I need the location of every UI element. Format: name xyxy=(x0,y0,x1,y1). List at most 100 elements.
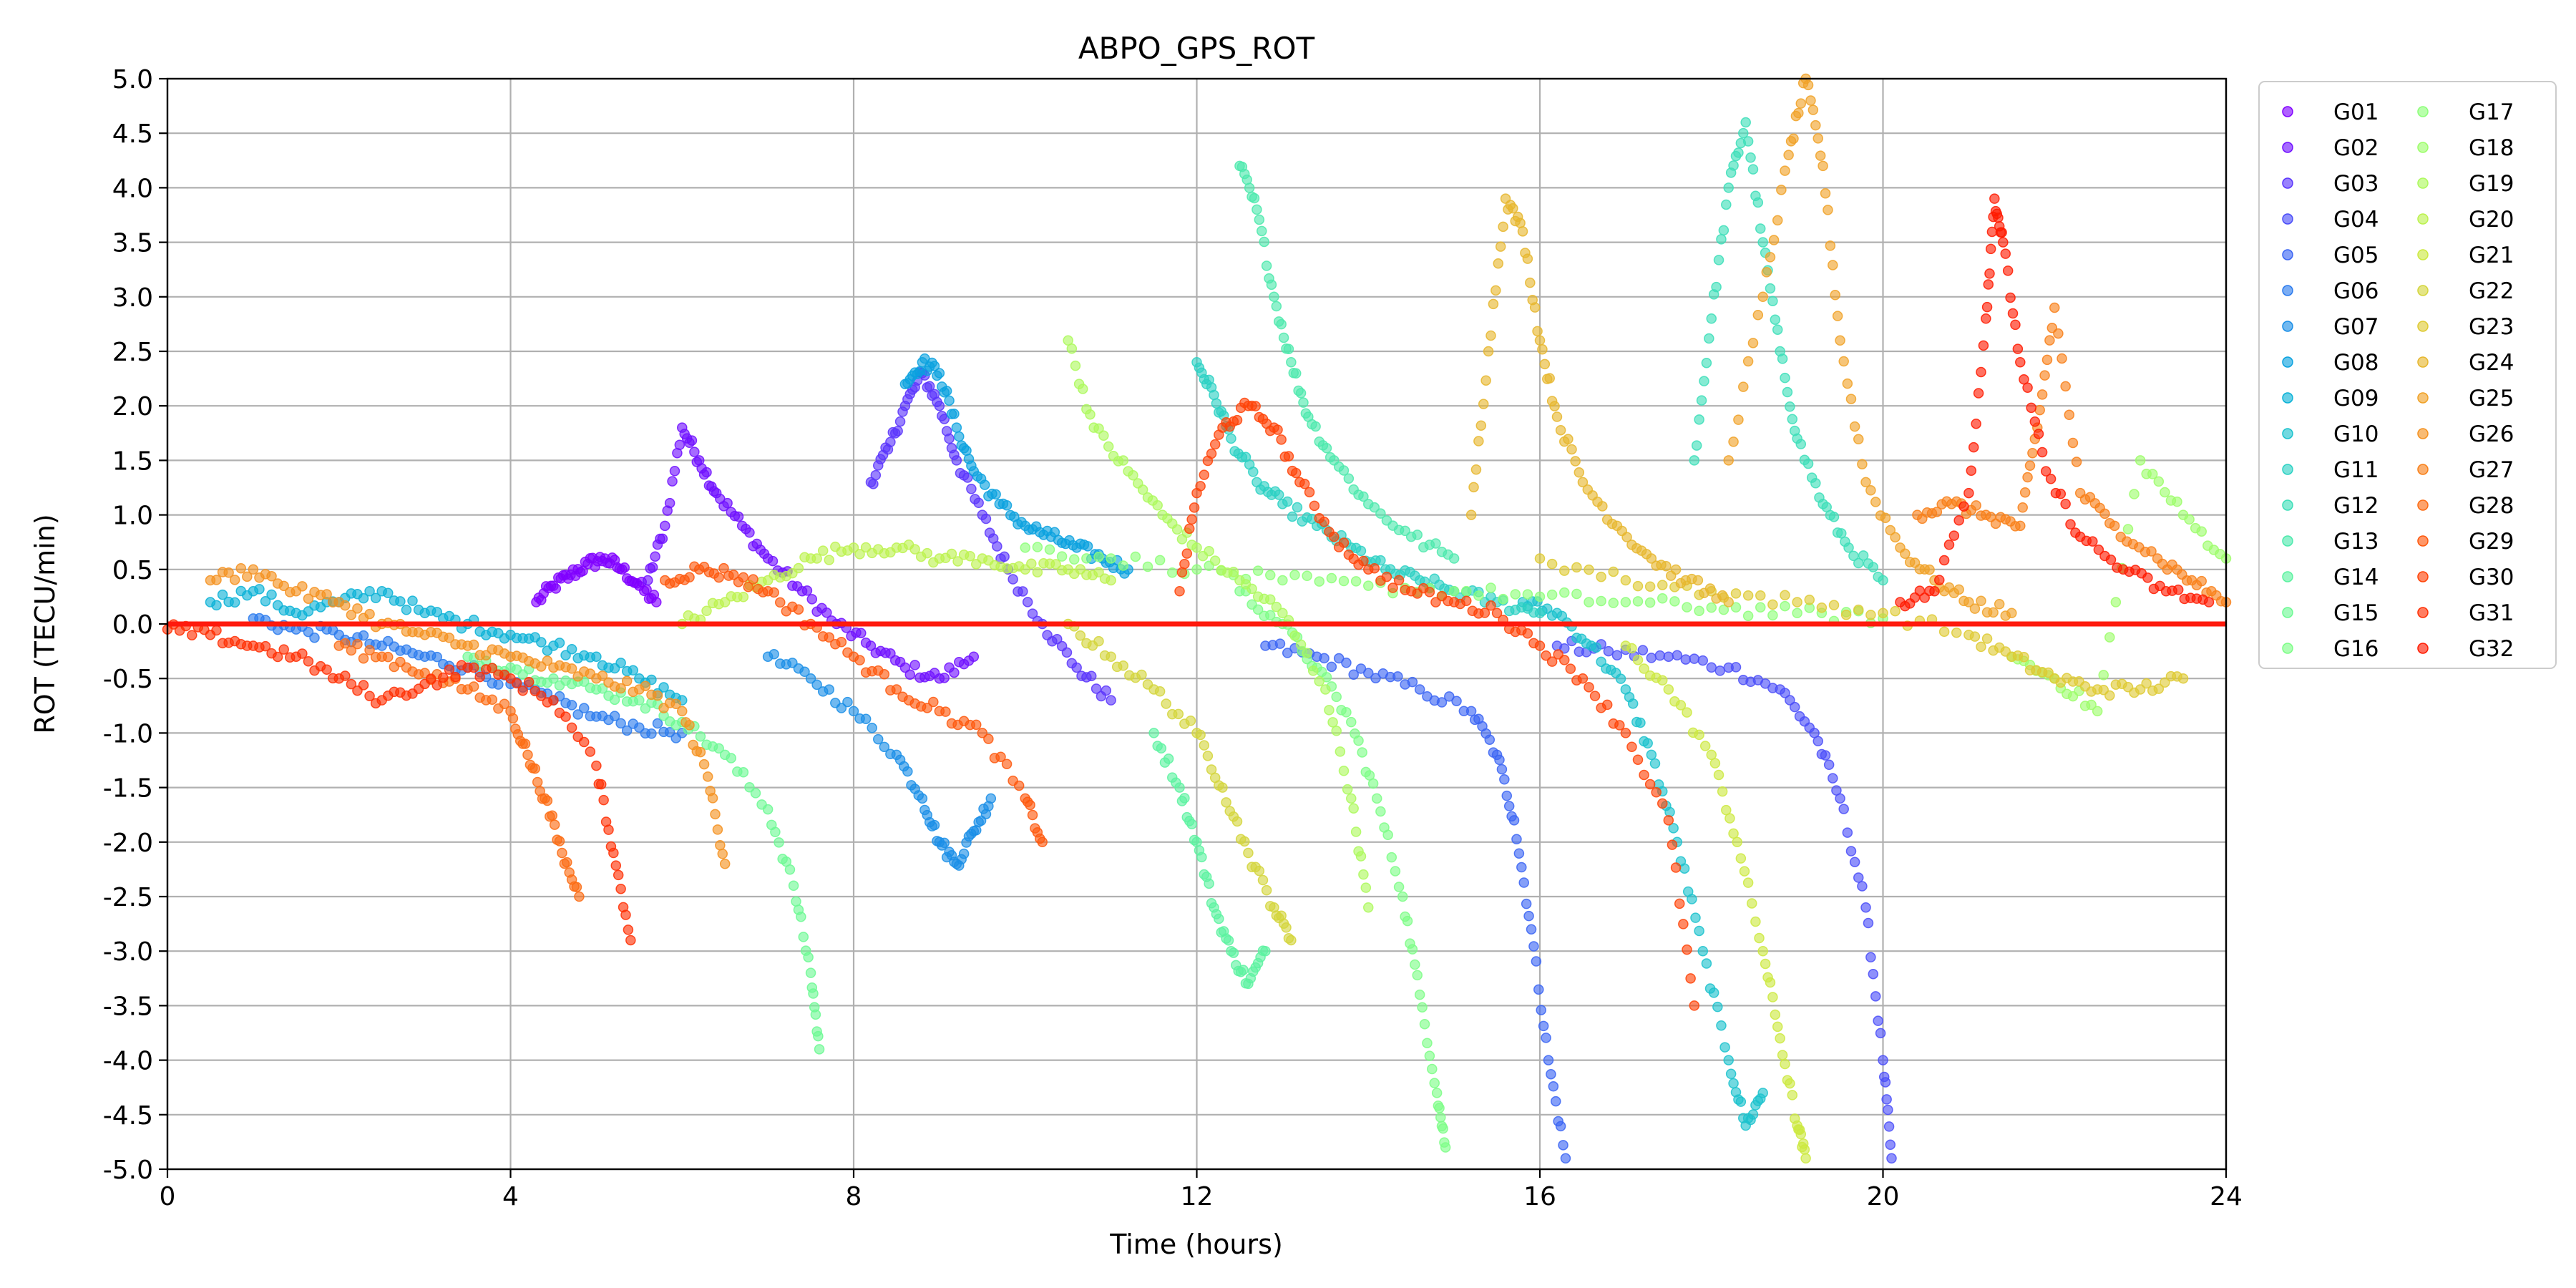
data-point xyxy=(1013,780,1025,791)
data-point xyxy=(229,597,240,608)
data-point xyxy=(951,455,962,466)
data-point xyxy=(1563,434,1574,444)
data-point xyxy=(1785,695,1795,706)
data-point xyxy=(1712,1001,1723,1013)
data-point xyxy=(1724,813,1735,824)
legend-marker xyxy=(2417,464,2429,475)
data-point xyxy=(748,574,758,585)
y-tick-label: -1.0 xyxy=(103,719,153,748)
data-point xyxy=(1400,525,1410,537)
data-point xyxy=(1276,318,1287,330)
data-point xyxy=(1620,575,1631,586)
data-point xyxy=(511,678,522,689)
data-point xyxy=(1538,1020,1549,1032)
legend-marker xyxy=(2282,643,2293,654)
data-point xyxy=(929,361,940,371)
data-point xyxy=(1717,786,1728,797)
data-point xyxy=(1498,221,1508,233)
data-point xyxy=(358,592,369,604)
data-point xyxy=(1181,548,1193,559)
data-point xyxy=(364,691,375,701)
data-point xyxy=(743,582,753,592)
data-point xyxy=(793,562,804,574)
legend-label: G29 xyxy=(2469,529,2514,555)
y-axis-ticks: 5.0 4.5 4.0 3.5 3.0 2.5 2.0 1.5 1.0 0.5 0.0 -0.5 -1.… xyxy=(103,65,167,1185)
data-point xyxy=(1001,500,1013,511)
data-point xyxy=(1185,716,1196,726)
data-point xyxy=(664,497,675,509)
data-point xyxy=(2006,608,2017,619)
legend-label: G03 xyxy=(2333,171,2379,197)
data-point xyxy=(1865,485,1876,496)
data-point xyxy=(1976,641,1986,653)
data-point xyxy=(2184,514,2195,525)
data-point xyxy=(1152,499,1163,511)
data-point xyxy=(1752,309,1764,321)
data-point xyxy=(1976,366,1986,378)
y-tick-label: 0.5 xyxy=(112,556,153,585)
data-point xyxy=(364,585,375,597)
data-point xyxy=(1704,333,1714,344)
data-point xyxy=(719,859,731,869)
data-point xyxy=(899,662,911,673)
data-point xyxy=(1269,291,1279,303)
data-point xyxy=(217,589,228,600)
data-point xyxy=(1018,586,1028,597)
data-point xyxy=(1626,643,1637,654)
data-point xyxy=(2153,476,2165,487)
data-point xyxy=(1358,491,1369,502)
data-point xyxy=(1835,335,1845,346)
data-point xyxy=(995,751,1006,762)
legend-label: G05 xyxy=(2333,243,2379,268)
data-point xyxy=(1154,555,1166,566)
data-point xyxy=(2087,536,2098,547)
data-point xyxy=(1858,550,1869,561)
data-point xyxy=(2024,460,2036,472)
data-point xyxy=(1603,645,1614,657)
x-tick-label: 0 xyxy=(160,1182,176,1211)
data-point xyxy=(1346,793,1357,804)
data-point xyxy=(1032,567,1043,577)
data-point xyxy=(1770,314,1781,325)
data-point xyxy=(574,891,585,902)
data-point xyxy=(1674,898,1685,909)
data-point xyxy=(1672,650,1683,660)
data-point xyxy=(1574,467,1585,478)
data-point xyxy=(2086,699,2097,711)
data-point xyxy=(2142,572,2153,583)
data-point xyxy=(1363,902,1374,913)
data-point xyxy=(1430,538,1441,549)
data-point xyxy=(1106,575,1116,586)
data-point xyxy=(1321,443,1332,454)
data-point xyxy=(1608,597,1619,608)
data-point xyxy=(1742,136,1754,147)
data-point xyxy=(1402,915,1413,927)
data-point xyxy=(2019,487,2031,498)
data-point xyxy=(1728,436,1739,447)
data-point xyxy=(980,513,992,525)
data-point xyxy=(1329,531,1340,542)
data-point xyxy=(992,541,1002,552)
data-point xyxy=(813,1030,824,1042)
data-point xyxy=(595,779,607,790)
legend-marker xyxy=(2417,535,2429,547)
data-point xyxy=(879,669,890,680)
legend-marker xyxy=(2417,213,2429,225)
data-point xyxy=(684,720,695,731)
data-point xyxy=(966,484,977,494)
data-point xyxy=(2002,265,2014,276)
legend-marker xyxy=(2282,213,2293,225)
data-point xyxy=(530,763,540,774)
data-point xyxy=(549,819,560,830)
data-point xyxy=(1252,565,1264,576)
data-point xyxy=(1483,346,1494,357)
data-point xyxy=(1475,420,1487,431)
data-point xyxy=(1747,338,1759,348)
data-point xyxy=(836,637,847,648)
data-point xyxy=(1775,1033,1785,1044)
data-point xyxy=(1106,553,1116,564)
data-point xyxy=(1828,260,1838,270)
data-point xyxy=(1341,707,1352,718)
legend-marker xyxy=(2282,607,2293,618)
data-point xyxy=(1517,226,1528,237)
